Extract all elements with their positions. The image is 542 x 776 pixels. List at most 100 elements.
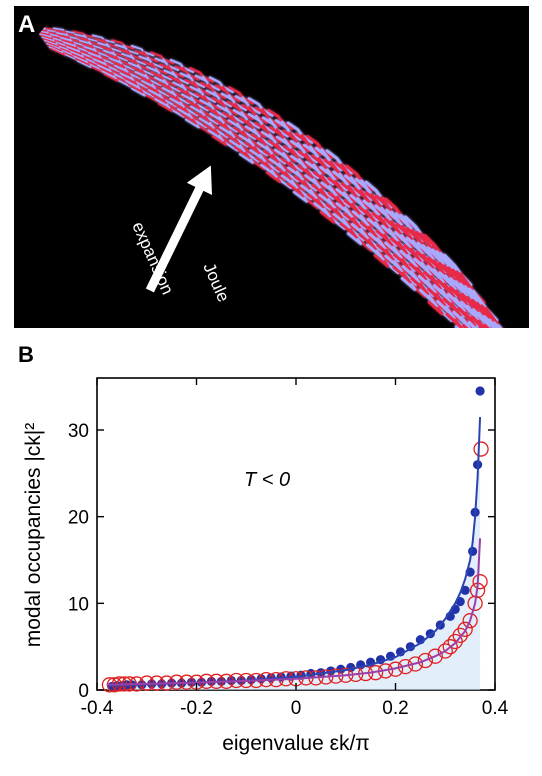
lattice-waveguide-434 [390,237,422,268]
lattice-waveguide-280 [228,86,254,105]
lattice-waveguide-72 [90,55,118,69]
lattice-waveguide-46 [68,48,96,62]
red-data-point [473,441,489,457]
lattice-waveguide-126 [134,71,162,87]
lattice-waveguide-116 [117,48,143,60]
lattice-waveguide-216 [219,126,249,148]
lattice-waveguide-378 [343,199,375,227]
lattice-waveguide-300 [293,175,325,201]
lattice-waveguide-470 [452,310,487,328]
lattice-waveguide-520 [470,315,504,328]
lattice-waveguide-150 [150,71,177,87]
lattice-waveguide-152 [153,76,181,93]
lattice-waveguide-363 [373,254,390,268]
lattice-waveguide-279 [292,190,309,204]
lattice-waveguide-388 [384,254,418,286]
lattice-waveguide-384 [368,232,401,263]
panel-a-label: A [18,11,35,38]
lattice-waveguide-32 [56,32,80,40]
lattice-waveguide-222 [233,146,266,170]
lattice-waveguide-494 [457,306,491,328]
lattice-waveguide-164 [177,108,208,129]
lattice-waveguide-386 [376,243,409,274]
lattice-waveguide-120 [124,57,150,71]
chart-marks [101,386,489,693]
lattice-waveguide-326 [311,184,343,211]
lattice-waveguide-274 [274,166,306,192]
red-data-point [417,652,434,669]
lattice-waveguide-404 [358,206,389,235]
lattice-waveguide-174 [163,69,190,85]
lattice-waveguide-98 [111,61,138,76]
x-axis-label: eigenvalue εk/π [222,732,370,755]
lattice-waveguide-226 [194,74,221,91]
lattice-waveguide-132 [144,84,174,103]
lattice-waveguide-55 [76,60,92,69]
lattice-waveguide-248 [254,156,287,181]
lattice-waveguide-104 [119,72,148,89]
lattice-waveguide-202 [184,79,211,96]
lattice-waveguide-182 [181,93,209,112]
lattice-waveguide-394 [314,146,343,172]
lattice-waveguide-78 [97,64,126,80]
lattice-waveguide-436 [399,249,432,281]
x-tick-label: 0.2 [382,698,408,719]
lattice-waveguide-102 [116,68,145,85]
lattice-waveguide-140 [130,45,155,57]
lattice-waveguide-570 [482,315,515,328]
lattice-waveguide-330 [325,203,358,231]
lattice-waveguide-170 [154,57,180,72]
lattice-waveguide-296 [280,157,311,182]
lattice-waveguide-335 [346,232,363,246]
axis-ticks: -0.4 -0.2 0 0.2 0.4 0 10 20 30 [68,378,509,719]
lattice-waveguide-90 [100,45,125,57]
lattice-waveguide-192 [202,123,234,145]
lattice-waveguide-336 [267,108,294,130]
lattice-waveguide-180 [176,87,204,105]
lattice-waveguide-223 [238,153,255,165]
lattice-waveguide-208 [199,99,227,118]
lattice-waveguide-86 [94,38,118,48]
x-tick-label: -0.2 [180,698,213,719]
blue-data-point [395,647,406,657]
lattice-waveguide-342 [290,140,318,164]
lattice-image: A Joule expansion [14,6,529,328]
lattice-waveguide-432 [380,224,412,255]
lattice-waveguide-250 [260,164,293,190]
lattice-waveguide-360 [358,233,392,264]
lattice-waveguide-256 [220,92,247,112]
lattice-waveguide-396 [323,158,352,184]
lattice-waveguide-94 [105,53,132,66]
lattice-waveguide-64 [81,42,106,54]
lattice-waveguide-184 [185,99,214,119]
lattice-waveguide-232 [211,97,239,116]
lattice-waveguide-334 [339,222,373,252]
lattice-waveguide-220 [228,139,260,163]
lattice-waveguide-391 [400,277,417,292]
lattice-waveguide-236 [222,111,251,132]
lattice-waveguide-348 [312,171,343,197]
lattice-waveguide-114 [114,43,139,55]
lattice-waveguide-382 [359,221,392,251]
lattice-waveguide-430 [371,212,402,241]
red-data-point [407,656,424,672]
lattice-waveguide-30 [54,29,78,37]
lattice-waveguide-402 [349,194,380,222]
lattice-waveguide-368 [302,143,331,168]
lattice-waveguide-134 [147,89,177,108]
lattice-waveguide-148 [146,66,172,81]
red-data-point [462,613,478,629]
lattice-waveguide-82 [101,70,132,88]
lattice-waveguide-392 [306,135,334,159]
x-tick-label: 0.4 [482,698,509,719]
y-tick-label: 30 [68,421,89,442]
lattice-waveguide-42 [64,43,91,56]
lattice-waveguide-242 [238,134,269,157]
lattice-waveguide-108 [125,80,155,98]
lattice-waveguide-366 [294,132,323,156]
lattice-waveguide-440 [417,275,451,308]
blue-data-point [475,386,485,396]
lattice-waveguide-307 [319,211,336,224]
lattice-waveguide-128 [137,75,166,92]
y-tick-label: 20 [68,508,89,529]
